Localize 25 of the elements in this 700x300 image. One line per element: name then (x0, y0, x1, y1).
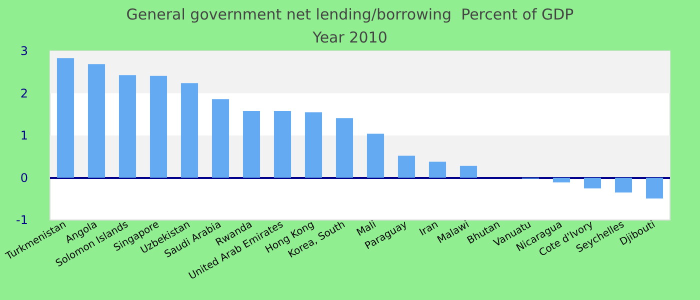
chart-subtitle: Year 2010 (312, 28, 388, 46)
bar (398, 156, 416, 178)
bar (88, 64, 106, 178)
y-tick-label: 0 (20, 170, 28, 185)
bar (614, 178, 632, 193)
bar (212, 99, 230, 178)
bar (552, 178, 570, 182)
bar (274, 110, 292, 178)
bar (366, 134, 384, 178)
bar (242, 110, 260, 178)
bar (584, 178, 602, 188)
bar (646, 178, 664, 198)
bar (118, 75, 136, 178)
y-tick-label: 3 (20, 44, 28, 58)
chart-title: General government net lending/borrowing Percent of GDP (126, 6, 574, 24)
y-tick-label: 1 (20, 128, 28, 142)
bar (304, 112, 322, 178)
bar (428, 162, 446, 178)
bar (460, 166, 478, 178)
y-tick-label: 2 (20, 86, 28, 100)
bar (150, 76, 168, 178)
bar (56, 58, 74, 178)
bar (336, 118, 354, 178)
y-tick-label: -1 (16, 213, 28, 227)
bar (180, 83, 198, 178)
